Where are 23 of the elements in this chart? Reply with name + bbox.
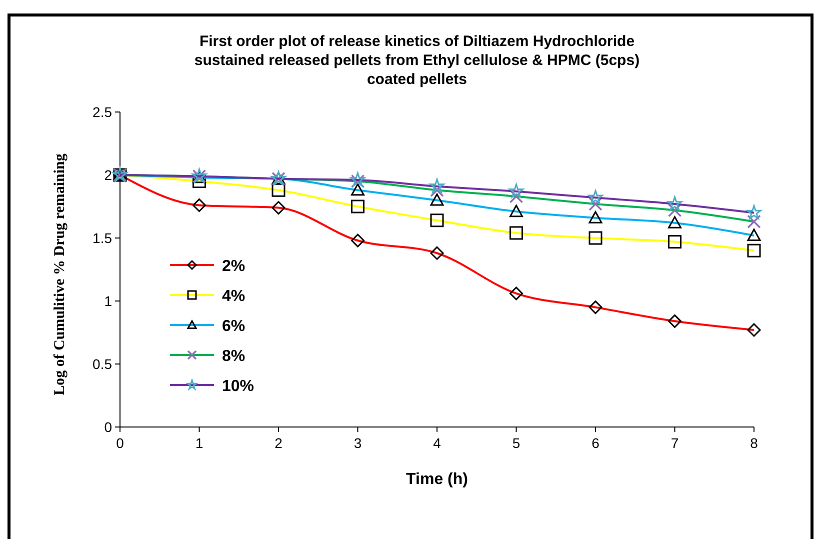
y-tick-label: 0.5 — [92, 356, 112, 372]
x-tick-label: 6 — [592, 435, 600, 451]
x-tick-label: 2 — [274, 435, 283, 451]
x-axis-title: Time (h) — [406, 471, 468, 488]
y-tick-label: 0 — [104, 419, 112, 435]
legend-label: 10% — [222, 378, 254, 395]
y-tick-label: 1.5 — [92, 230, 112, 246]
y-axis-title: Log of Cumulitive % Drug remaining — [52, 153, 68, 396]
legend-label: 4% — [222, 288, 246, 305]
x-tick-label: 1 — [195, 435, 204, 451]
x-tick-label: 5 — [512, 435, 520, 451]
x-tick-label: 0 — [116, 435, 124, 451]
x-tick-label: 4 — [433, 435, 442, 451]
y-tick-label: 2 — [104, 167, 112, 183]
legend-label: 6% — [222, 318, 246, 335]
x-tick-label: 8 — [750, 435, 758, 451]
y-tick-label: 1 — [104, 293, 112, 309]
y-tick-label: 2.5 — [92, 104, 112, 120]
x-tick-label: 3 — [354, 435, 362, 451]
chart-title: First order plot of release kinetics of Diltiazem Hydrochloride sustained released pellets from Ethyl cellulose & HPMC (5cps) coated pellets — [194, 33, 640, 88]
legend-label: 8% — [222, 348, 246, 365]
x-tick-label: 7 — [670, 435, 679, 451]
legend-label: 2% — [222, 258, 246, 275]
